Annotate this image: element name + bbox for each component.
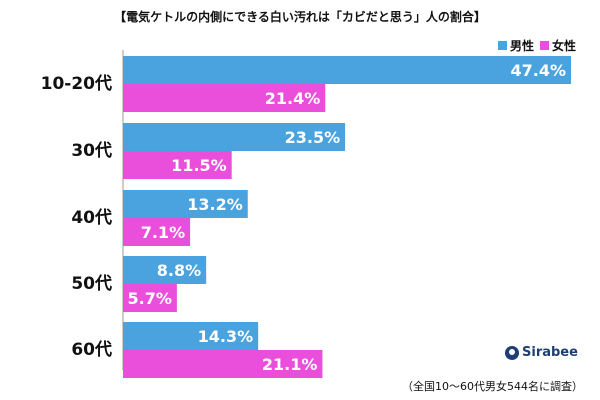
- bar-female: [123, 350, 323, 378]
- survey-footnote: （全国10〜60代男女544名に調査）: [402, 380, 583, 393]
- data-label-male: 13.2%: [187, 195, 243, 214]
- legend-label-female: 女性: [552, 39, 577, 53]
- data-label-male: 8.8%: [157, 261, 201, 280]
- data-label-female: 21.1%: [262, 355, 318, 374]
- bar-male: [123, 322, 259, 350]
- bar-female: [123, 284, 177, 312]
- legend-label-male: 男性: [510, 39, 535, 53]
- data-label-male: 47.4%: [510, 61, 566, 80]
- category-label: 50代: [71, 273, 112, 294]
- bar-female: [123, 151, 232, 179]
- category-label: 10-20代: [41, 73, 112, 94]
- logo-text: Sirabee: [522, 345, 578, 360]
- sirabee-logo: Sirabee: [505, 345, 578, 360]
- legend-swatch-male: [498, 41, 507, 50]
- legend-swatch-female: [540, 41, 550, 50]
- bar-male: [123, 123, 346, 151]
- legend-item-female: 女性: [540, 37, 576, 54]
- bar-female: [123, 218, 191, 246]
- category-label: 60代: [71, 339, 112, 360]
- data-label-male: 23.5%: [285, 128, 341, 147]
- category-label: 30代: [71, 140, 112, 161]
- bar-male: [123, 256, 207, 284]
- logo-icon: [505, 345, 519, 360]
- legend: 男性 女性: [498, 37, 582, 54]
- data-label-female: 11.5%: [171, 156, 227, 175]
- bar-female: [123, 84, 326, 112]
- data-label-female: 5.7%: [127, 289, 171, 308]
- category-label: 40代: [71, 207, 112, 228]
- chart-title: 【電気ケトルの内側にできる白い汚れは「カビだと思う」人の割合】: [114, 10, 486, 24]
- data-label-male: 14.3%: [198, 327, 254, 346]
- bar-male: [123, 190, 248, 218]
- bar-male: [123, 56, 571, 84]
- data-label-female: 7.1%: [141, 223, 185, 242]
- legend-item-male: 男性: [498, 37, 534, 54]
- data-label-female: 21.4%: [265, 89, 321, 108]
